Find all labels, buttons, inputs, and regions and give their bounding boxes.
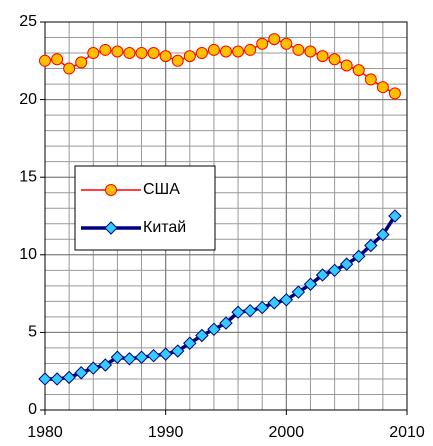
- data-point: [38, 372, 52, 386]
- data-point: [388, 87, 401, 100]
- data-point: [135, 47, 148, 60]
- data-point: [99, 43, 112, 56]
- data-point: [291, 285, 306, 299]
- data-point: [195, 47, 208, 60]
- data-point: [195, 328, 209, 343]
- plot-border: [44, 21, 408, 411]
- data-point: [50, 372, 64, 386]
- legend-marker: [105, 184, 117, 196]
- data-point: [316, 50, 329, 63]
- data-point: [364, 238, 378, 253]
- data-point: [279, 293, 294, 307]
- data-point: [267, 296, 281, 310]
- data-point: [146, 348, 161, 363]
- data-point: [376, 81, 389, 94]
- data-point: [183, 50, 196, 63]
- data-point: [183, 336, 197, 350]
- data-point: [207, 322, 221, 337]
- data-point: [159, 50, 172, 63]
- data-point: [39, 54, 51, 67]
- data-point: [220, 45, 232, 58]
- y-tick-label: 0: [28, 401, 37, 418]
- data-point: [255, 300, 269, 315]
- data-point: [171, 344, 185, 358]
- legend-label: США: [143, 181, 180, 198]
- data-point: [171, 54, 184, 67]
- data-point: [110, 350, 125, 364]
- data-point: [232, 45, 245, 58]
- x-tick-label: 1990: [148, 424, 184, 441]
- data-point: [219, 316, 233, 330]
- data-point: [244, 43, 257, 56]
- data-point: [86, 361, 100, 375]
- data-point: [158, 347, 173, 361]
- data-point: [376, 227, 390, 242]
- legend: [74, 165, 216, 251]
- data-point: [256, 37, 269, 50]
- x-tick-label: 2000: [269, 424, 305, 441]
- data-point: [352, 249, 366, 264]
- data-point: [388, 209, 402, 223]
- data-point: [327, 263, 342, 278]
- data-point: [364, 73, 377, 86]
- data-point: [304, 45, 317, 58]
- data-point: [292, 43, 305, 56]
- data-point: [134, 350, 149, 364]
- data-point: [280, 37, 293, 50]
- data-point: [111, 45, 124, 58]
- data-point: [122, 352, 137, 366]
- data-point: [98, 358, 113, 372]
- data-point: [75, 56, 88, 69]
- legend-marker: [104, 221, 118, 235]
- data-point: [87, 47, 100, 60]
- data-point: [352, 64, 365, 77]
- y-tick-label: 25: [19, 13, 37, 30]
- y-tick-label: 20: [19, 91, 37, 108]
- data-point: [207, 43, 220, 56]
- x-tick-label: 2010: [389, 424, 425, 441]
- y-tick-label: 10: [19, 246, 37, 263]
- data-point: [74, 366, 88, 380]
- y-tick-label: 15: [19, 168, 37, 185]
- data-point: [51, 53, 64, 66]
- data-point: [63, 62, 76, 75]
- x-tick-label: 1980: [27, 424, 63, 441]
- data-point: [243, 303, 257, 318]
- data-point: [315, 268, 330, 282]
- data-point: [231, 305, 245, 319]
- data-point: [328, 53, 341, 66]
- legend-label: Китай: [143, 219, 186, 236]
- data-point: [147, 47, 160, 60]
- data-point: [339, 257, 354, 271]
- y-tick-label: 5: [28, 324, 37, 341]
- data-point: [268, 33, 281, 46]
- data-point: [303, 277, 318, 291]
- data-point: [62, 370, 76, 385]
- data-point: [340, 59, 353, 72]
- data-point: [123, 47, 136, 60]
